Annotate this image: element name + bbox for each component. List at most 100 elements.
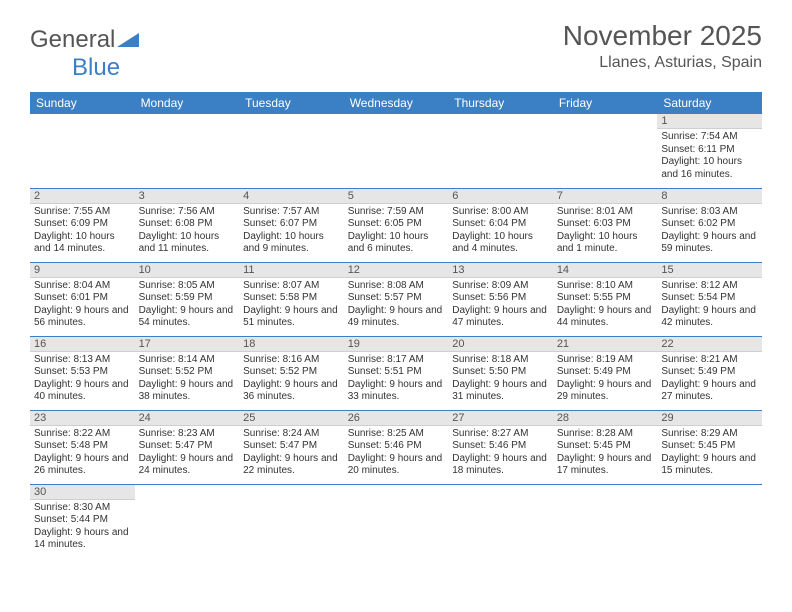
calendar-day-cell: 3Sunrise: 7:56 AMSunset: 6:08 PMDaylight… [135, 188, 240, 262]
day-number: 13 [448, 263, 553, 278]
sunset-text: Sunset: 5:59 PM [139, 292, 236, 305]
day-number: 29 [657, 411, 762, 426]
daylight-text: Daylight: 9 hours and 59 minutes. [661, 231, 758, 256]
sunset-text: Sunset: 5:53 PM [34, 366, 131, 379]
sunset-text: Sunset: 5:52 PM [243, 366, 340, 379]
weekday-header: Tuesday [239, 92, 344, 114]
calendar-header-row: Sunday Monday Tuesday Wednesday Thursday… [30, 92, 762, 114]
calendar-day-cell: 11Sunrise: 8:07 AMSunset: 5:58 PMDayligh… [239, 262, 344, 336]
daylight-text: Daylight: 10 hours and 9 minutes. [243, 231, 340, 256]
sunset-text: Sunset: 5:47 PM [139, 440, 236, 453]
daylight-text: Daylight: 9 hours and 51 minutes. [243, 305, 340, 330]
sunrise-text: Sunrise: 8:28 AM [557, 428, 654, 441]
calendar-day-cell: 12Sunrise: 8:08 AMSunset: 5:57 PMDayligh… [344, 262, 449, 336]
sunset-text: Sunset: 5:48 PM [34, 440, 131, 453]
sunset-text: Sunset: 5:58 PM [243, 292, 340, 305]
day-details: Sunrise: 8:22 AMSunset: 5:48 PMDaylight:… [30, 426, 135, 480]
sunset-text: Sunset: 6:09 PM [34, 218, 131, 231]
day-details: Sunrise: 8:09 AMSunset: 5:56 PMDaylight:… [448, 278, 553, 332]
calendar-day-cell: 27Sunrise: 8:27 AMSunset: 5:46 PMDayligh… [448, 410, 553, 484]
logo-triangle-icon [117, 26, 139, 54]
sunset-text: Sunset: 5:44 PM [34, 514, 131, 527]
calendar-week-row: 2Sunrise: 7:55 AMSunset: 6:09 PMDaylight… [30, 188, 762, 262]
day-number: 1 [657, 114, 762, 129]
sunset-text: Sunset: 5:49 PM [661, 366, 758, 379]
day-details: Sunrise: 8:25 AMSunset: 5:46 PMDaylight:… [344, 426, 449, 480]
calendar-day-cell: 4Sunrise: 7:57 AMSunset: 6:07 PMDaylight… [239, 188, 344, 262]
location-subtitle: Llanes, Asturias, Spain [563, 54, 762, 72]
day-number: 22 [657, 337, 762, 352]
daylight-text: Daylight: 9 hours and 14 minutes. [34, 527, 131, 552]
day-details: Sunrise: 8:12 AMSunset: 5:54 PMDaylight:… [657, 278, 762, 332]
daylight-text: Daylight: 9 hours and 31 minutes. [452, 379, 549, 404]
calendar-week-row: 16Sunrise: 8:13 AMSunset: 5:53 PMDayligh… [30, 336, 762, 410]
daylight-text: Daylight: 9 hours and 15 minutes. [661, 453, 758, 478]
day-number: 9 [30, 263, 135, 278]
calendar-day-cell: 2Sunrise: 7:55 AMSunset: 6:09 PMDaylight… [30, 188, 135, 262]
calendar-day-cell: 20Sunrise: 8:18 AMSunset: 5:50 PMDayligh… [448, 336, 553, 410]
logo-text-blue: Blue [72, 54, 120, 81]
sunrise-text: Sunrise: 8:12 AM [661, 280, 758, 293]
calendar-day-cell: 30Sunrise: 8:30 AMSunset: 5:44 PMDayligh… [30, 484, 135, 558]
day-details: Sunrise: 8:01 AMSunset: 6:03 PMDaylight:… [553, 204, 658, 258]
day-number: 28 [553, 411, 658, 426]
day-details: Sunrise: 8:14 AMSunset: 5:52 PMDaylight:… [135, 352, 240, 406]
logo-text-general: General [30, 26, 115, 54]
sunrise-text: Sunrise: 8:03 AM [661, 206, 758, 219]
day-number: 23 [30, 411, 135, 426]
day-number: 10 [135, 263, 240, 278]
day-number: 25 [239, 411, 344, 426]
sunrise-text: Sunrise: 8:30 AM [34, 502, 131, 515]
day-number: 17 [135, 337, 240, 352]
daylight-text: Daylight: 10 hours and 16 minutes. [661, 156, 758, 181]
calendar-day-cell [30, 114, 135, 188]
calendar-day-cell [344, 484, 449, 558]
sunset-text: Sunset: 6:11 PM [661, 144, 758, 157]
daylight-text: Daylight: 9 hours and 38 minutes. [139, 379, 236, 404]
sunrise-text: Sunrise: 8:05 AM [139, 280, 236, 293]
calendar-week-row: 30Sunrise: 8:30 AMSunset: 5:44 PMDayligh… [30, 484, 762, 558]
daylight-text: Daylight: 9 hours and 18 minutes. [452, 453, 549, 478]
calendar-week-row: 23Sunrise: 8:22 AMSunset: 5:48 PMDayligh… [30, 410, 762, 484]
sunrise-text: Sunrise: 8:17 AM [348, 354, 445, 367]
sunset-text: Sunset: 5:52 PM [139, 366, 236, 379]
sunset-text: Sunset: 6:01 PM [34, 292, 131, 305]
day-details: Sunrise: 8:29 AMSunset: 5:45 PMDaylight:… [657, 426, 762, 480]
day-details: Sunrise: 8:17 AMSunset: 5:51 PMDaylight:… [344, 352, 449, 406]
weekday-header: Friday [553, 92, 658, 114]
day-details: Sunrise: 8:16 AMSunset: 5:52 PMDaylight:… [239, 352, 344, 406]
sunset-text: Sunset: 6:08 PM [139, 218, 236, 231]
calendar-day-cell: 16Sunrise: 8:13 AMSunset: 5:53 PMDayligh… [30, 336, 135, 410]
sunrise-text: Sunrise: 8:29 AM [661, 428, 758, 441]
calendar-day-cell: 15Sunrise: 8:12 AMSunset: 5:54 PMDayligh… [657, 262, 762, 336]
sunrise-text: Sunrise: 8:09 AM [452, 280, 549, 293]
daylight-text: Daylight: 10 hours and 14 minutes. [34, 231, 131, 256]
calendar-day-cell: 25Sunrise: 8:24 AMSunset: 5:47 PMDayligh… [239, 410, 344, 484]
calendar-day-cell: 17Sunrise: 8:14 AMSunset: 5:52 PMDayligh… [135, 336, 240, 410]
day-details: Sunrise: 8:04 AMSunset: 6:01 PMDaylight:… [30, 278, 135, 332]
sunset-text: Sunset: 6:03 PM [557, 218, 654, 231]
sunset-text: Sunset: 5:55 PM [557, 292, 654, 305]
calendar-day-cell [239, 114, 344, 188]
logo: General [30, 26, 141, 54]
day-number: 18 [239, 337, 344, 352]
day-number: 14 [553, 263, 658, 278]
day-details: Sunrise: 8:13 AMSunset: 5:53 PMDaylight:… [30, 352, 135, 406]
sunset-text: Sunset: 6:04 PM [452, 218, 549, 231]
calendar-day-cell: 13Sunrise: 8:09 AMSunset: 5:56 PMDayligh… [448, 262, 553, 336]
calendar-day-cell [135, 114, 240, 188]
day-details: Sunrise: 7:57 AMSunset: 6:07 PMDaylight:… [239, 204, 344, 258]
daylight-text: Daylight: 9 hours and 20 minutes. [348, 453, 445, 478]
day-number: 6 [448, 189, 553, 204]
calendar-week-row: 9Sunrise: 8:04 AMSunset: 6:01 PMDaylight… [30, 262, 762, 336]
daylight-text: Daylight: 10 hours and 6 minutes. [348, 231, 445, 256]
sunset-text: Sunset: 5:45 PM [661, 440, 758, 453]
day-details: Sunrise: 8:08 AMSunset: 5:57 PMDaylight:… [344, 278, 449, 332]
day-number: 26 [344, 411, 449, 426]
sunrise-text: Sunrise: 8:19 AM [557, 354, 654, 367]
sunset-text: Sunset: 6:07 PM [243, 218, 340, 231]
sunrise-text: Sunrise: 8:21 AM [661, 354, 758, 367]
calendar-day-cell: 21Sunrise: 8:19 AMSunset: 5:49 PMDayligh… [553, 336, 658, 410]
calendar-day-cell: 19Sunrise: 8:17 AMSunset: 5:51 PMDayligh… [344, 336, 449, 410]
calendar-day-cell: 29Sunrise: 8:29 AMSunset: 5:45 PMDayligh… [657, 410, 762, 484]
